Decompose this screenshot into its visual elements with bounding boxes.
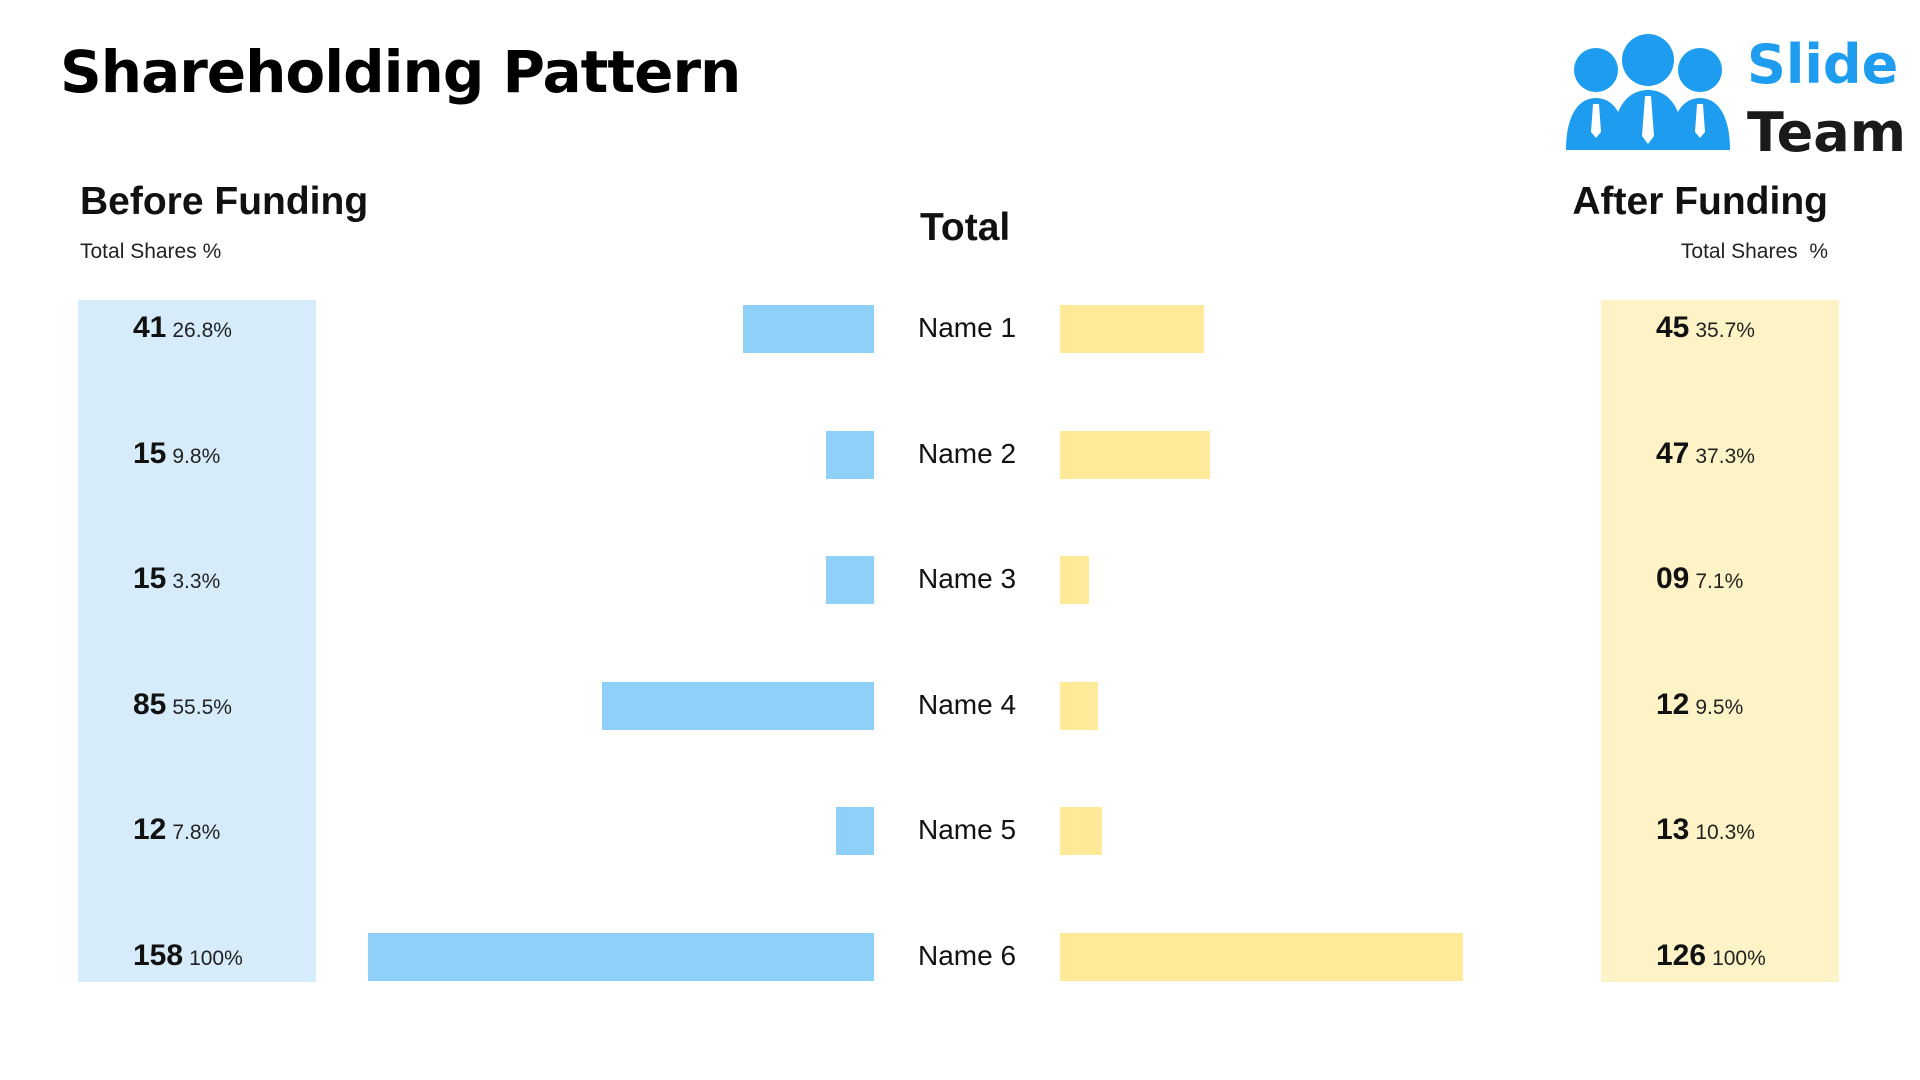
before-share-percent: 100% — [189, 947, 243, 970]
after-share-count: 13 — [1656, 813, 1690, 846]
before-bar — [602, 682, 874, 730]
before-share-count: 41 — [133, 311, 167, 344]
before-share-count: 15 — [133, 562, 167, 595]
after-bar — [1060, 807, 1102, 855]
before-bar — [368, 933, 874, 981]
after-bar — [1060, 556, 1089, 604]
after-share-percent: 9.5% — [1695, 696, 1744, 719]
before-share-percent: 3.3% — [172, 570, 221, 593]
after-share-count: 47 — [1656, 437, 1690, 470]
before-share-percent: 55.5% — [172, 696, 232, 719]
before-share-percent: 7.8% — [172, 821, 221, 844]
total-heading: Total — [920, 206, 1011, 249]
after-bar — [1060, 431, 1211, 479]
after-funding-heading: After Funding — [1572, 180, 1828, 223]
after-share-percent: 35.7% — [1695, 319, 1755, 342]
category-label: Name 6 — [918, 940, 1017, 971]
after-value-label: 12 9.5% — [1656, 688, 1743, 722]
after-bar — [1060, 682, 1099, 730]
before-funding-subheading: Total Shares % — [80, 240, 222, 263]
after-share-count: 12 — [1656, 688, 1690, 721]
slideteam-logo-icon — [1566, 34, 1730, 150]
category-label: Name 2 — [918, 438, 1017, 469]
before-bar — [742, 305, 874, 353]
category-label: Name 3 — [918, 563, 1017, 594]
before-bar — [826, 431, 874, 479]
before-bar — [826, 556, 874, 604]
before-share-count: 85 — [133, 688, 167, 721]
after-share-percent: 7.1% — [1695, 570, 1744, 593]
before-funding-heading: Before Funding — [80, 180, 369, 223]
logo-text-slide: Slide — [1747, 33, 1899, 96]
after-share-count: 09 — [1656, 562, 1690, 595]
category-label: Name 4 — [918, 689, 1017, 720]
page-title: Shareholding Pattern — [60, 38, 741, 106]
after-share-percent: 10.3% — [1695, 821, 1755, 844]
after-value-label: 13 10.3% — [1656, 813, 1755, 847]
before-share-percent: 9.8% — [172, 445, 221, 468]
after-share-percent: 37.3% — [1695, 445, 1755, 468]
after-share-percent: 100% — [1712, 947, 1766, 970]
after-value-label: 45 35.7% — [1656, 311, 1755, 345]
after-funding-subheading: Total Shares % — [1680, 240, 1828, 263]
after-value-label: 09 7.1% — [1656, 562, 1743, 596]
before-value-label: 15 9.8% — [133, 437, 220, 471]
after-value-label: 126 100% — [1656, 939, 1766, 973]
before-value-label: 12 7.8% — [133, 813, 220, 847]
before-share-count: 15 — [133, 437, 167, 470]
before-share-count: 12 — [133, 813, 167, 846]
before-share-percent: 26.8% — [172, 319, 232, 342]
after-funding-panel — [1601, 300, 1839, 982]
category-label: Name 5 — [918, 814, 1017, 845]
before-value-label: 85 55.5% — [133, 688, 232, 722]
before-value-label: 41 26.8% — [133, 311, 232, 345]
before-value-label: 15 3.3% — [133, 562, 220, 596]
before-funding-panel — [78, 300, 316, 982]
after-share-count: 126 — [1656, 939, 1707, 972]
before-bar — [835, 807, 874, 855]
before-value-label: 158 100% — [133, 939, 243, 973]
before-share-count: 158 — [133, 939, 184, 972]
after-value-label: 47 37.3% — [1656, 437, 1755, 471]
after-share-count: 45 — [1656, 311, 1690, 344]
after-bar — [1060, 305, 1204, 353]
after-bar — [1060, 933, 1464, 981]
category-label: Name 1 — [918, 312, 1017, 343]
logo-text-team: Team — [1747, 101, 1906, 164]
